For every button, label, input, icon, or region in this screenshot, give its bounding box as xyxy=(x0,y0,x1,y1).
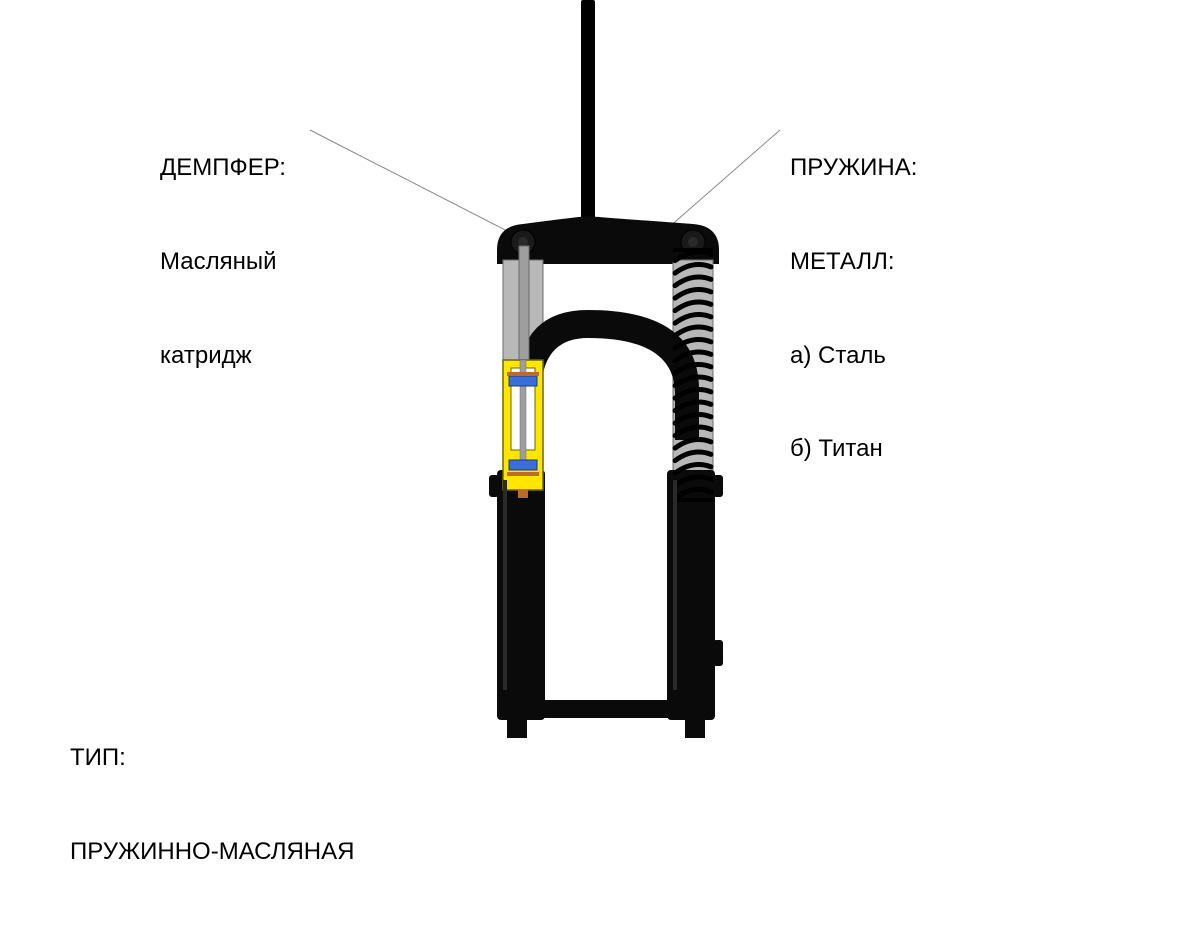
leader-line-right xyxy=(660,130,780,235)
bottom-brace xyxy=(503,700,709,718)
lug-right xyxy=(713,475,723,497)
fork-diagram xyxy=(0,0,1200,760)
leader-line-left xyxy=(310,130,515,235)
dropout-right xyxy=(685,718,705,738)
dropout-left xyxy=(507,718,527,738)
cartridge-foot xyxy=(518,490,528,498)
label-type-value: ПРУЖИННО-МАСЛЯНАЯ xyxy=(70,836,354,867)
lower-right-highlight xyxy=(673,480,677,690)
lower-left-highlight xyxy=(503,480,507,690)
piston-top-ring xyxy=(507,372,539,376)
piston-top xyxy=(509,376,537,386)
spring-cap-bottom xyxy=(673,498,713,502)
piston-bottom-ring xyxy=(507,472,539,476)
lug-right-2 xyxy=(713,640,723,666)
crown-cap-right-inner xyxy=(688,237,698,247)
piston-bottom xyxy=(509,460,537,470)
lug-left xyxy=(489,475,499,497)
spring-cap-top xyxy=(673,248,713,252)
diagram-canvas: ДЕМПФЕР: Масляный катридж ПРУЖИНА: МЕТАЛ… xyxy=(0,0,1200,760)
arch-brace xyxy=(517,310,699,440)
steerer-tube xyxy=(581,0,595,230)
